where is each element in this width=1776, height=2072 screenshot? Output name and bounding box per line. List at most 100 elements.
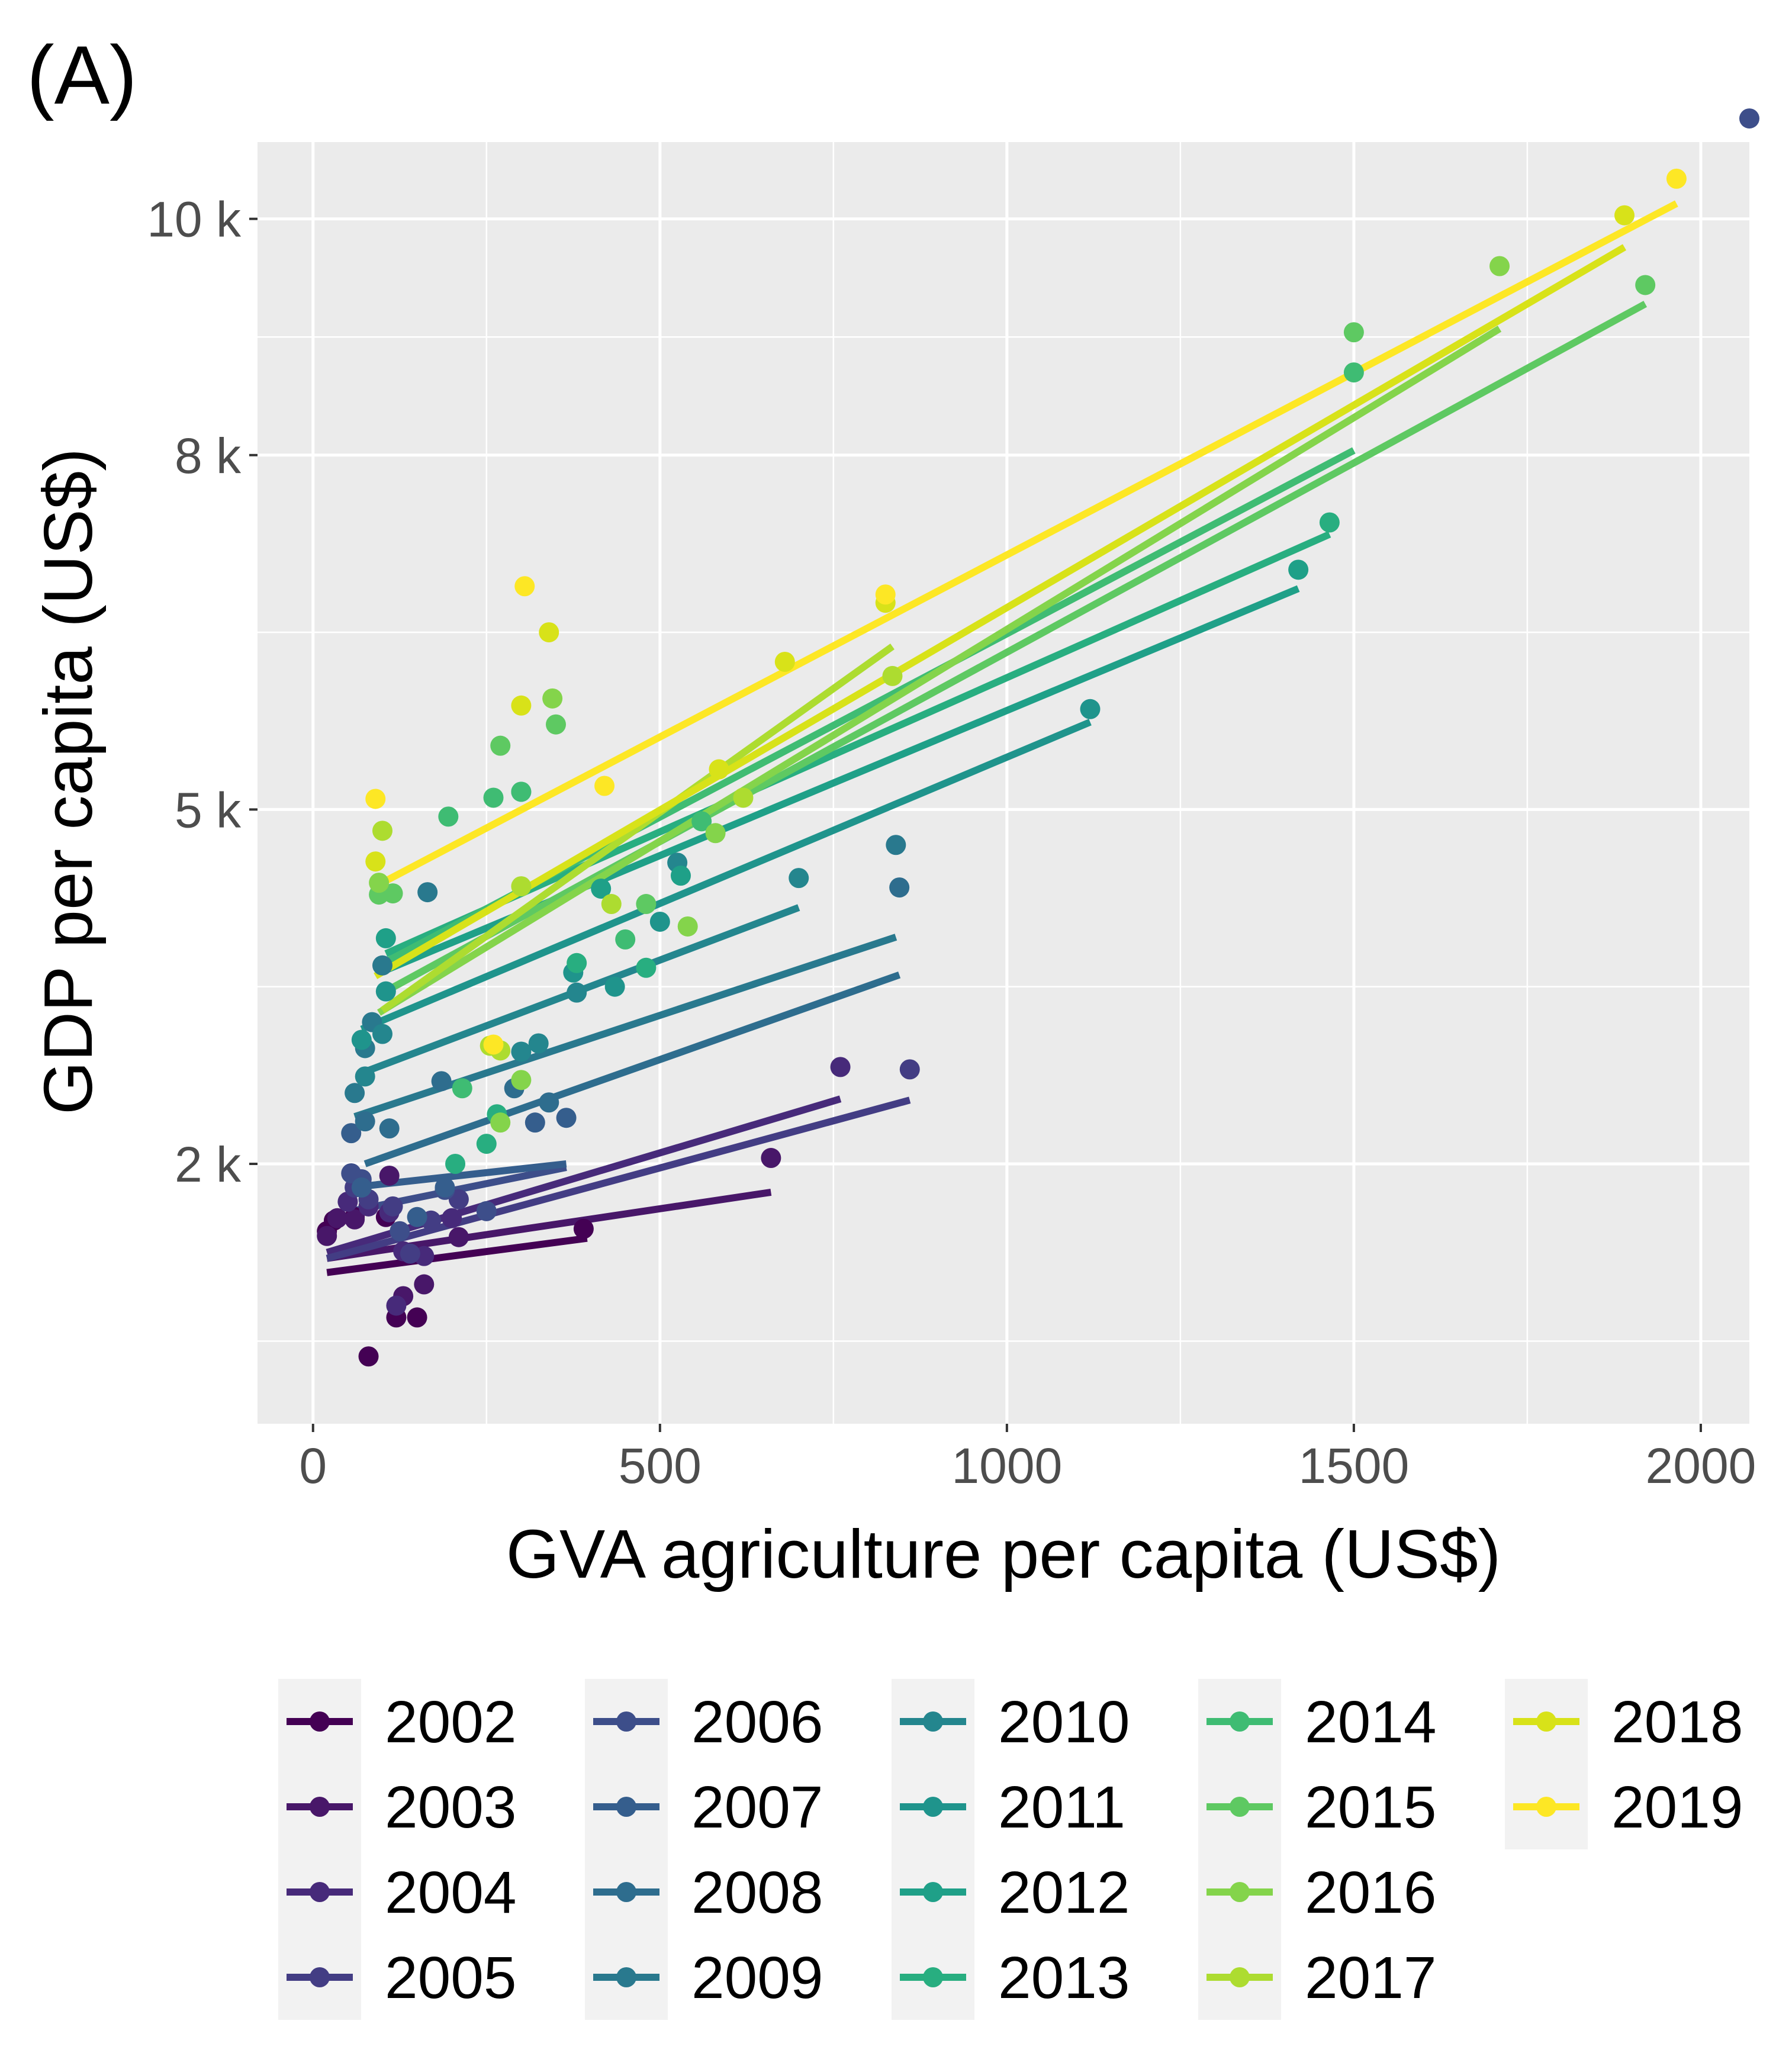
data-point-2015 xyxy=(546,714,566,735)
data-point-2019 xyxy=(365,789,386,809)
fit-line-2002 xyxy=(326,1234,588,1276)
plot-panel xyxy=(258,142,1749,1424)
fit-line-2008 xyxy=(363,971,901,1167)
data-point-2012 xyxy=(375,928,396,948)
data-point-2012 xyxy=(670,866,691,886)
data-point-2015 xyxy=(1343,322,1364,343)
legend-key-point xyxy=(616,1797,636,1817)
data-point-2010 xyxy=(567,982,587,1003)
data-point-2018 xyxy=(539,622,559,643)
data-point-2002 xyxy=(358,1346,379,1367)
data-point-2010 xyxy=(372,1024,392,1044)
data-point-2008 xyxy=(431,1071,452,1092)
data-point-2017 xyxy=(733,787,754,808)
data-point-2014 xyxy=(1343,362,1364,383)
legend-label-2004: 2004 xyxy=(385,1859,516,1926)
data-point-2018 xyxy=(1614,205,1635,226)
legend-label-2019: 2019 xyxy=(1611,1774,1743,1841)
data-point-2008 xyxy=(355,1111,375,1132)
y-tick-label: 8 k xyxy=(175,428,242,484)
data-point-2004 xyxy=(386,1295,407,1316)
data-point-2014 xyxy=(483,787,504,808)
data-point-2013 xyxy=(1319,512,1340,533)
data-point-2014 xyxy=(511,781,532,802)
data-point-2013 xyxy=(476,1134,497,1154)
fit-line-2011 xyxy=(360,719,1092,1033)
data-point-2003 xyxy=(761,1148,781,1169)
legend-key-point xyxy=(310,1882,330,1902)
data-point-2008 xyxy=(539,1092,559,1113)
legend: 2002 2003 2004 2005 2006 2007 2008 2009 2010 2011… xyxy=(278,1679,1743,2020)
data-point-2009 xyxy=(372,955,392,976)
y-tick-label: 2 k xyxy=(175,1137,242,1192)
data-point-2015 xyxy=(382,883,403,904)
data-point-2018 xyxy=(709,759,729,780)
legend-label-2008: 2008 xyxy=(691,1859,823,1926)
data-point-2003 xyxy=(448,1227,469,1247)
data-point-2014 xyxy=(691,811,712,832)
legend-label-2007: 2007 xyxy=(691,1774,823,1841)
data-point-2009 xyxy=(417,882,438,903)
legend-key-point xyxy=(1230,1967,1250,1987)
legend-label-2010: 2010 xyxy=(998,1689,1130,1755)
data-point-2010 xyxy=(511,1041,532,1062)
x-tick-label: 500 xyxy=(619,1438,702,1494)
data-point-2016 xyxy=(511,1070,532,1090)
data-point-2014 xyxy=(452,1078,472,1099)
fit-line-2017 xyxy=(380,644,895,1014)
data-point-2011 xyxy=(1080,699,1101,719)
fit-line-2004 xyxy=(326,1095,842,1256)
data-point-2004 xyxy=(830,1057,851,1077)
data-point-2011 xyxy=(351,1029,372,1050)
legend-key-point xyxy=(923,1797,943,1817)
legend-label-2011: 2011 xyxy=(998,1774,1125,1841)
data-point-2016 xyxy=(542,688,563,709)
data-point-2005 xyxy=(382,1196,403,1217)
legend-label-2018: 2018 xyxy=(1611,1689,1743,1755)
data-point-2018 xyxy=(365,851,386,872)
x-tick-label: 0 xyxy=(299,1438,327,1494)
legend-label-2014: 2014 xyxy=(1305,1689,1436,1755)
data-point-2007 xyxy=(351,1177,372,1198)
data-point-2003 xyxy=(317,1225,337,1246)
legend-key-point xyxy=(923,1711,943,1732)
x-axis: 0 500 1000 1500 2000 xyxy=(299,1424,1756,1494)
data-point-2011 xyxy=(375,981,396,1002)
data-point-2017 xyxy=(372,821,392,841)
data-point-2011 xyxy=(649,911,670,932)
data-point-2010 xyxy=(789,868,809,889)
data-point-2011 xyxy=(604,976,625,997)
legend-key-point xyxy=(616,1882,636,1902)
fit-lines xyxy=(326,200,1678,1276)
legend-label-2005: 2005 xyxy=(385,1945,516,2011)
legend-key-point xyxy=(1230,1711,1250,1732)
data-point-2013 xyxy=(567,953,587,973)
legend-label-2013: 2013 xyxy=(998,1945,1130,2011)
data-point-2007 xyxy=(407,1206,427,1227)
legend-key-point xyxy=(310,1967,330,1987)
data-point-2007 xyxy=(556,1108,577,1128)
x-tick-label: 2000 xyxy=(1646,1438,1756,1494)
fit-line-2013 xyxy=(384,530,1331,957)
data-point-2014 xyxy=(615,929,636,950)
data-point-2002 xyxy=(407,1307,427,1328)
data-point-2003 xyxy=(414,1274,435,1295)
data-point-2015 xyxy=(490,735,511,756)
data-point-2013 xyxy=(445,1154,466,1175)
legend-key-point xyxy=(1230,1797,1250,1817)
legend-key-point xyxy=(1230,1882,1250,1902)
data-point-2016 xyxy=(490,1112,511,1133)
data-point-2006 xyxy=(476,1201,497,1221)
legend-key-point xyxy=(616,1967,636,1987)
legend-key-point xyxy=(1536,1711,1556,1732)
y-tick-label: 10 k xyxy=(147,192,242,247)
data-point-2016 xyxy=(705,823,726,844)
y-axis-title: GDP per capita (US$) xyxy=(30,448,107,1115)
data-point-2003 xyxy=(345,1209,365,1230)
legend-label-2003: 2003 xyxy=(385,1774,516,1841)
legend-label-2012: 2012 xyxy=(998,1859,1130,1926)
data-points xyxy=(317,108,1759,1367)
data-point-2007 xyxy=(341,1123,362,1144)
data-point-2005 xyxy=(899,1059,920,1080)
